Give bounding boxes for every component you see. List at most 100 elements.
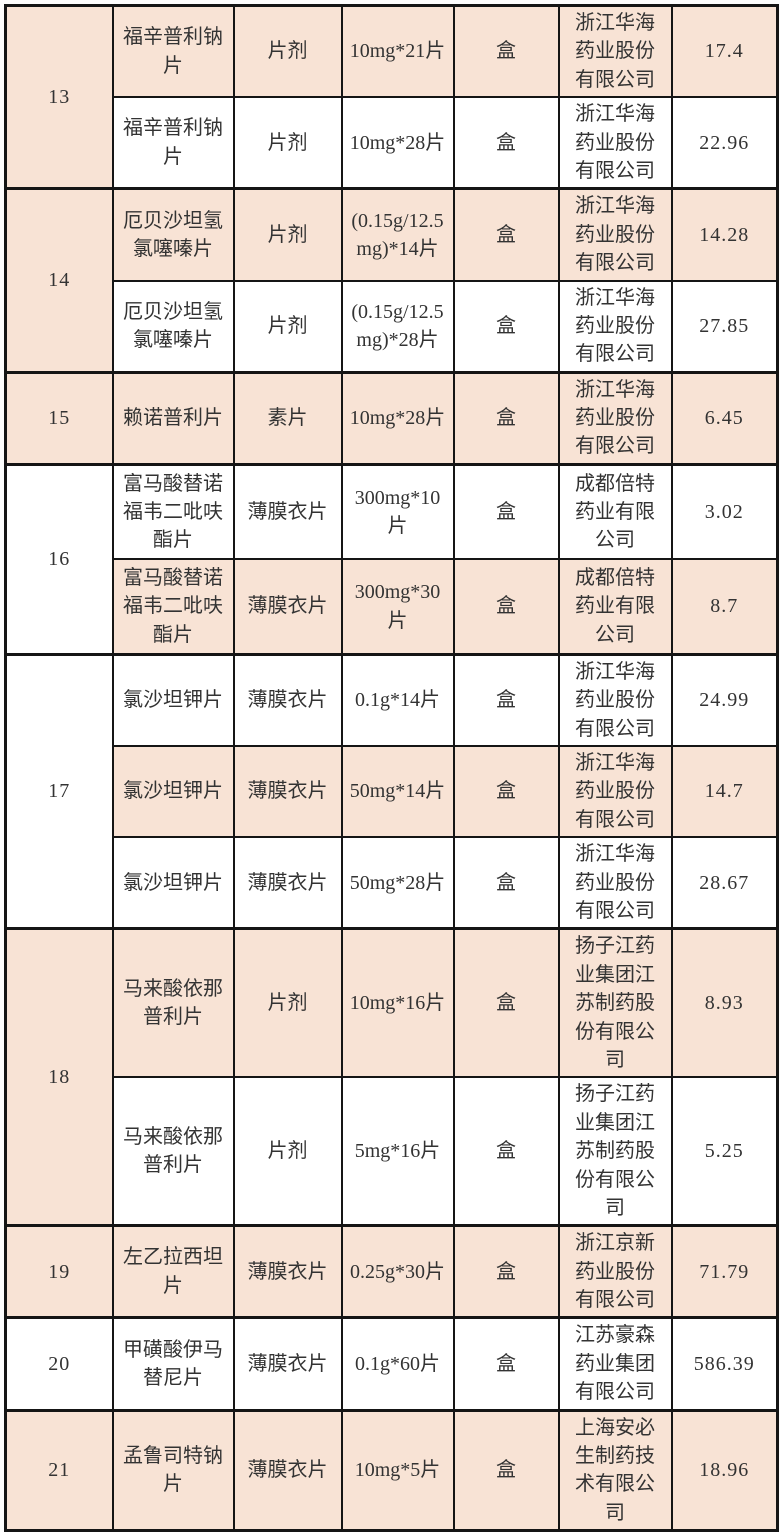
row-number-cell: 17 [4,652,114,930]
table-row: 19 左乙拉西坦片 薄膜衣片 0.25g*30片盒浙江京新药业股份有限公司 71.79 [4,1224,779,1319]
cell-form: 薄膜衣片 [232,462,343,561]
row-number-cell: 15 [4,370,114,466]
cell-unit: 盒 [452,1408,560,1532]
cell-name: 马来酸依那普利片 [111,1076,235,1227]
cell-form: 薄膜衣片 [232,1316,343,1412]
cell-price: 22.96 [670,96,779,190]
cell-spec: 0.1g*60片 [340,1316,455,1412]
cell-spec: 10mg*28片 [340,370,455,466]
cell-spec: 0.1g*14片 [340,652,455,748]
cell-form: 片剂 [232,187,343,282]
cell-form: 薄膜衣片 [232,1224,343,1319]
cell-price: 14.28 [670,187,779,282]
cell-name: 福辛普利钠片 [111,4,235,99]
cell-name: 氯沙坦钾片 [111,745,235,839]
cell-unit: 盒 [452,370,560,466]
cell-spec: 10mg*5片 [340,1408,455,1532]
cell-name: 氯沙坦钾片 [111,836,235,930]
cell-manufacturer: 成都倍特药业有限公司 [557,462,673,561]
cell-name: 马来酸依那普利片 [111,927,235,1079]
cell-unit: 盒 [452,187,560,282]
cell-manufacturer: 浙江华海药业股份有限公司 [557,187,673,282]
cell-price: 8.7 [670,558,779,656]
cell-price: 18.96 [670,1408,779,1532]
cell-price: 27.85 [670,279,779,374]
cell-manufacturer: 浙江华海药业股份有限公司 [557,652,673,748]
price-table-body: 13 福辛普利钠片 片剂 10mg*21片盒浙江华海药业股份有限公司 17.4 福辛普利钠… [4,3,779,1532]
cell-price: 8.93 [670,927,779,1079]
cell-manufacturer: 浙江华海药业股份有限公司 [557,4,673,99]
cell-unit: 盒 [452,96,560,190]
table-row: 20 甲磺酸伊马替尼片 薄膜衣片 0.1g*60片盒江苏豪森药业集团有限公司 586.3… [4,1316,779,1412]
cell-manufacturer: 上海安必生制药技术有限公司 [557,1408,673,1532]
cell-unit: 盒 [452,1076,560,1227]
cell-price: 71.79 [670,1224,779,1319]
cell-spec: 0.25g*30片 [340,1224,455,1319]
table-row: 21 孟鲁司特钠片 薄膜衣片 10mg*5片盒上海安必生制药技术有限公司 18.96 [4,1408,779,1532]
cell-spec: 10mg*21片 [340,4,455,99]
cell-form: 片剂 [232,96,343,190]
cell-manufacturer: 浙江华海药业股份有限公司 [557,745,673,839]
cell-form: 片剂 [232,1076,343,1227]
cell-name: 左乙拉西坦片 [111,1224,235,1319]
cell-name: 孟鲁司特钠片 [111,1408,235,1532]
cell-form: 片剂 [232,279,343,374]
cell-manufacturer: 浙江京新药业股份有限公司 [557,1224,673,1319]
cell-spec: 5mg*16片 [340,1076,455,1227]
row-number-cell: 21 [4,1408,114,1532]
cell-unit: 盒 [452,558,560,656]
cell-unit: 盒 [452,1224,560,1319]
cell-form: 片剂 [232,927,343,1079]
cell-spec: 50mg*28片 [340,836,455,930]
cell-form: 薄膜衣片 [232,652,343,748]
cell-name: 富马酸替诺福韦二吡呋酯片 [111,462,235,561]
cell-spec: 10mg*16片 [340,927,455,1079]
table-row: 福辛普利钠片 片剂 10mg*28片盒浙江华海药业股份有限公司 22.96 [6,96,779,190]
table-row: 马来酸依那普利片 片剂 5mg*16片盒扬子江药业集团江苏制药股份有限公司 5.25 [6,1076,779,1227]
cell-name: 厄贝沙坦氢氯噻嗪片 [111,187,235,282]
cell-form: 薄膜衣片 [232,836,343,930]
cell-unit: 盒 [452,745,560,839]
cell-form: 薄膜衣片 [232,745,343,839]
table-row: 富马酸替诺福韦二吡呋酯片 薄膜衣片 300mg*30片盒成都倍特药业有限公司 8.7 [6,558,779,656]
cell-manufacturer: 浙江华海药业股份有限公司 [557,836,673,930]
row-number-cell: 18 [4,927,114,1227]
cell-unit: 盒 [452,462,560,561]
table-row: 17 氯沙坦钾片 薄膜衣片 0.1g*14片盒浙江华海药业股份有限公司 24.99 [4,652,779,930]
cell-price: 5.25 [670,1076,779,1227]
cell-spec: 300mg*10片 [340,462,455,561]
cell-price: 24.99 [670,652,779,748]
table-row: 13 福辛普利钠片 片剂 10mg*21片盒浙江华海药业股份有限公司 17.4 [4,3,779,190]
cell-name: 甲磺酸伊马替尼片 [111,1316,235,1412]
table-row: 氯沙坦钾片 薄膜衣片 50mg*14片盒浙江华海药业股份有限公司 14.7 [6,745,779,839]
cell-manufacturer: 浙江华海药业股份有限公司 [557,279,673,374]
row-number-cell: 13 [4,3,114,190]
cell-form: 素片 [232,370,343,466]
cell-price: 6.45 [670,370,779,466]
table-row: 18 马来酸依那普利片 片剂 10mg*16片盒扬子江药业集团江苏制药股份有限公司 8.… [4,927,779,1227]
table-row: 16 富马酸替诺福韦二吡呋酯片 薄膜衣片 300mg*10片盒成都倍特药业有限公司 3.… [4,462,779,656]
cell-name: 富马酸替诺福韦二吡呋酯片 [111,558,235,656]
cell-form: 片剂 [232,4,343,99]
cell-unit: 盒 [452,652,560,748]
row-number-cell: 20 [4,1316,114,1412]
cell-manufacturer: 扬子江药业集团江苏制药股份有限公司 [557,927,673,1079]
cell-spec: 300mg*30片 [340,558,455,656]
cell-price: 17.4 [670,4,779,99]
cell-manufacturer: 江苏豪森药业集团有限公司 [557,1316,673,1412]
cell-price: 586.39 [670,1316,779,1412]
cell-unit: 盒 [452,836,560,930]
cell-price: 14.7 [670,745,779,839]
table-row: 14 厄贝沙坦氢氯噻嗪片 片剂 (0.15g/12.5mg)*14片盒浙江华海药业股份… [4,187,779,374]
cell-spec: 10mg*28片 [340,96,455,190]
row-number-cell: 14 [4,187,114,374]
cell-manufacturer: 浙江华海药业股份有限公司 [557,370,673,466]
cell-price: 28.67 [670,836,779,930]
cell-name: 福辛普利钠片 [111,96,235,190]
cell-manufacturer: 成都倍特药业有限公司 [557,558,673,656]
drug-price-table: 13 福辛普利钠片 片剂 10mg*21片盒浙江华海药业股份有限公司 17.4 福辛普利钠… [4,3,779,1532]
cell-spec: (0.15g/12.5mg)*28片 [340,279,455,374]
cell-unit: 盒 [452,4,560,99]
cell-form: 薄膜衣片 [232,558,343,656]
